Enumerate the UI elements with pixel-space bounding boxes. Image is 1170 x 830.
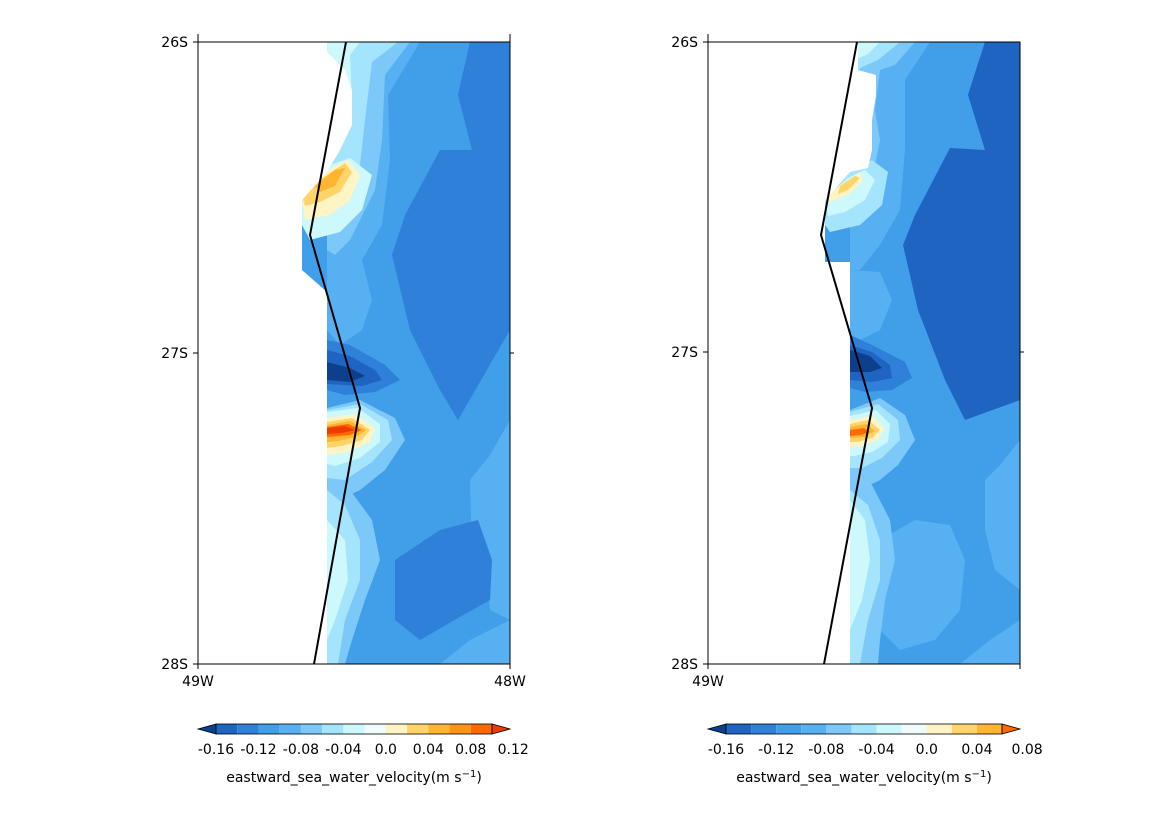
left-map-panel: 26S 27S 28S 49W 48W (161, 34, 526, 690)
left-field-band-se (470, 420, 510, 620)
right-field-band-s (880, 520, 965, 650)
left-field-coast-south-white (327, 520, 348, 640)
left-colorbar-extend-min (196, 723, 217, 735)
right-colorbar-cell (926, 724, 952, 734)
right-xtick-49w: 49W (692, 674, 724, 690)
right-colorbar-cell (751, 724, 777, 734)
left-colorbar-tick-label: -0.12 (240, 742, 276, 758)
right-map-panel: 26S 27S 28S 49W (671, 34, 1024, 690)
left-colorbar-cell (407, 724, 429, 734)
right-colorbar-cell (851, 724, 877, 734)
left-ticks (193, 34, 514, 669)
left-colorbar-frame (215, 723, 493, 735)
right-colorbar-cell (776, 724, 802, 734)
left-colorbar-cell (385, 724, 408, 734)
right-ytick-28s: 28S (671, 657, 698, 673)
left-xtick-48w: 48W (494, 674, 526, 690)
right-colorbar-tick-label: 0.0 (916, 742, 938, 758)
left-field-cold-core (327, 362, 365, 382)
right-colorbar-cell (901, 724, 927, 734)
left-colorbar: -0.16 -0.12 -0.08 -0.04 0.0 0.04 0.08 0.12 eastw… (196, 723, 529, 787)
left-colorbar-cell (216, 724, 238, 734)
right-field-mid-lower (850, 270, 892, 345)
right-field-warm-north-3 (838, 176, 860, 194)
right-colorbar-cell (826, 724, 852, 734)
left-colorbar-cell (322, 724, 344, 734)
right-colorbar-extend-min (706, 723, 727, 735)
right-colorbar-cell (726, 724, 752, 734)
left-field-band-s (395, 520, 492, 640)
left-land-mask (198, 42, 352, 664)
left-colorbar-tick-label: 0.04 (413, 742, 444, 758)
left-colorbar-cell (237, 724, 259, 734)
left-colorbar-cell (470, 724, 492, 734)
left-coastline (308, 41, 362, 665)
left-ytick-27s: 27S (161, 346, 188, 362)
right-colorbar-frame (725, 723, 1003, 735)
right-field-coast-south-white (850, 500, 870, 630)
right-field-core (903, 42, 1020, 420)
right-field-warm-south-core (850, 428, 870, 436)
right-field-band-se2 (960, 620, 1020, 664)
right-coastline (819, 41, 874, 665)
left-ytick-28s: 28S (161, 657, 188, 673)
right-colorbar-tick-label: -0.16 (708, 742, 744, 758)
left-colorbar-tick-label: -0.04 (325, 742, 361, 758)
right-contour-field (708, 42, 1020, 664)
right-colorbar-tick-label: 0.04 (961, 742, 992, 758)
right-map-frame (707, 41, 1021, 665)
left-colorbar-cell (364, 724, 386, 734)
left-field-corner-ne (458, 42, 510, 165)
right-colorbar-cell (951, 724, 977, 734)
right-colorbar-cell (976, 724, 1002, 734)
left-colorbar-tick-label: 0.0 (375, 742, 397, 758)
left-colorbar-cell (449, 724, 471, 734)
left-ytick-26s: 26S (161, 35, 188, 51)
right-colorbar-tick-label: -0.04 (858, 742, 894, 758)
right-ytick-27s: 27S (671, 345, 698, 361)
left-colorbar-extend-max (491, 723, 512, 735)
right-colorbar-cell (801, 724, 827, 734)
left-xtick-49w: 49W (182, 674, 214, 690)
left-colorbar-tick-label: 0.08 (455, 742, 486, 758)
left-colorbar-tick-label: 0.12 (498, 742, 529, 758)
right-ticks (703, 34, 1024, 669)
right-colorbar-tick-label: -0.08 (808, 742, 844, 758)
left-field-band-se2 (440, 620, 510, 664)
left-colorbar-cell (300, 724, 323, 734)
right-colorbar-tick-label: 0.08 (1012, 742, 1043, 758)
right-field-corner-ne (968, 42, 1020, 145)
left-colorbar-cell (258, 724, 280, 734)
right-colorbar-cell (876, 724, 902, 734)
right-colorbar-tick-label: -0.12 (758, 742, 794, 758)
left-field-core (392, 42, 510, 420)
right-colorbar-extend-max (1001, 723, 1022, 735)
left-contour-field (198, 42, 510, 664)
left-colorbar-tick-label: -0.16 (198, 742, 234, 758)
left-colorbar-cell (343, 724, 365, 734)
left-colorbar-title: eastward_sea_water_velocity(m s−1) (226, 769, 482, 787)
right-colorbar-title: eastward_sea_water_velocity(m s−1) (736, 769, 992, 787)
right-ytick-26s: 26S (671, 35, 698, 51)
right-land-mask (708, 42, 876, 664)
left-field-warm-south-core (327, 426, 355, 434)
left-colorbar-cell (279, 724, 301, 734)
left-colorbar-tick-label: -0.08 (283, 742, 319, 758)
right-field-band-se (985, 440, 1020, 590)
left-colorbar-cell (428, 724, 450, 734)
right-colorbar: -0.16 -0.12 -0.08 -0.04 0.0 0.04 0.08 eastward_… (706, 723, 1043, 787)
right-field-cold-core (850, 350, 882, 372)
left-field-warm-north-3 (315, 168, 345, 192)
